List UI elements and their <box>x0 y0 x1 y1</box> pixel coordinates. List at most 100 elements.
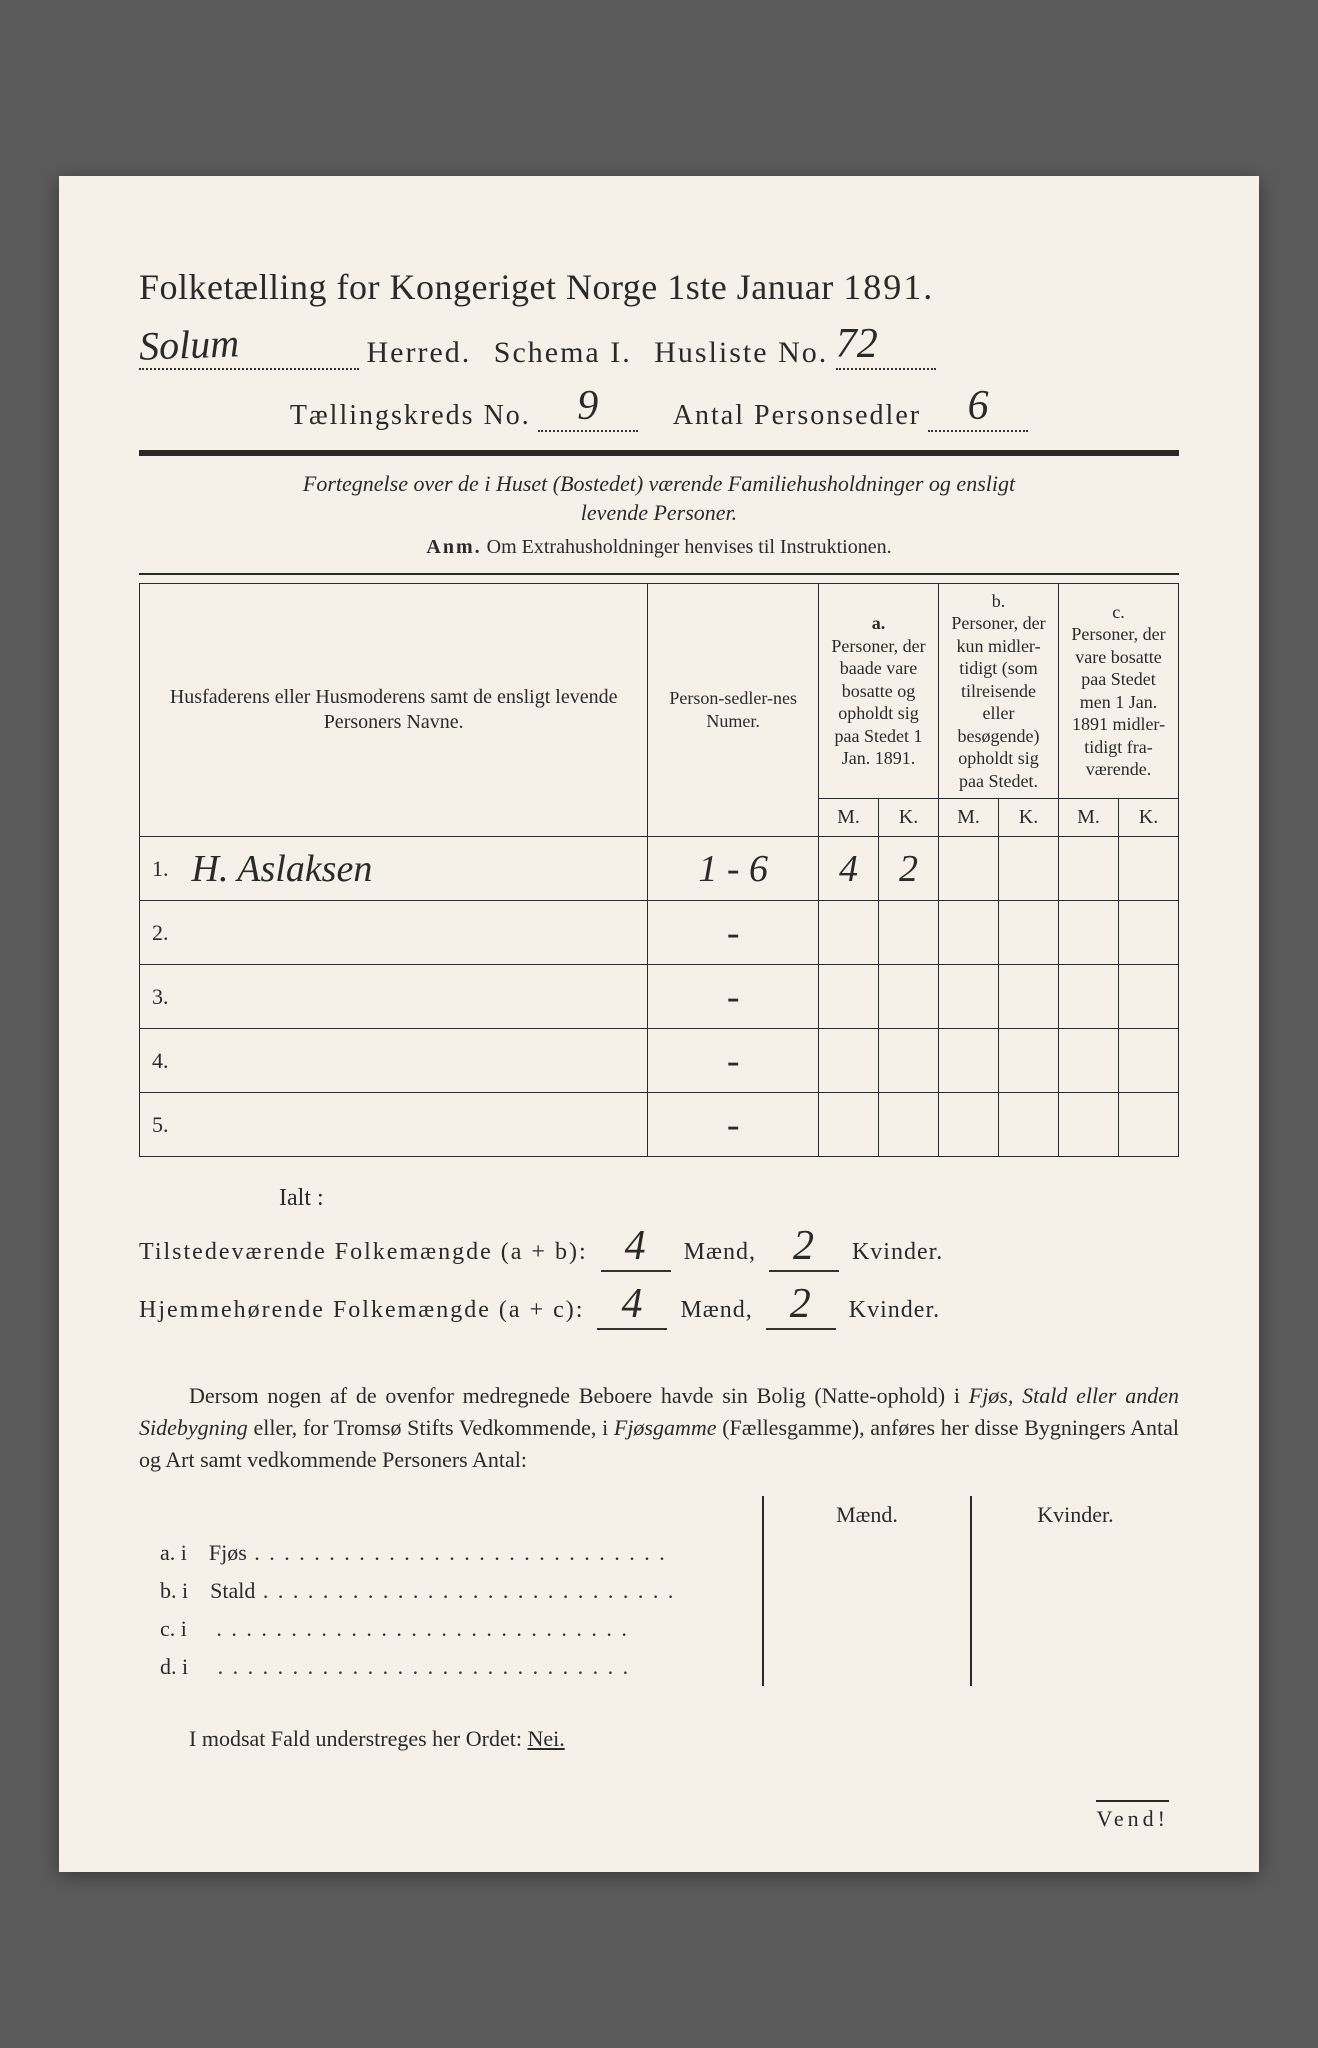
row-bK <box>999 965 1059 1029</box>
totals-kvinder-1: Kvinder. <box>852 1239 943 1265</box>
totals-row-2: Hjemmehørende Folkemængde (a + c): 4 Mæn… <box>139 1280 1179 1330</box>
table-row: 3.- <box>140 965 1179 1029</box>
row-numer: - <box>648 901 819 965</box>
row-cK <box>1119 1093 1179 1157</box>
building-table-body: a. i Fjøs . . . . . . . . . . . . . . . … <box>139 1534 1179 1686</box>
antal-field: 6 <box>928 382 1028 432</box>
row-name <box>184 1029 648 1093</box>
vend-label: Vend! <box>1096 1800 1169 1832</box>
bldg-row-label: d. i . . . . . . . . . . . . . . . . . .… <box>139 1648 763 1686</box>
herred-field: Solum <box>139 321 359 370</box>
schema-label: Schema I. <box>494 336 632 369</box>
para-it2: Fjøsgamme <box>614 1415 717 1440</box>
totals-r2k: 2 <box>766 1280 836 1330</box>
totals-maend-1: Mænd, <box>684 1239 756 1265</box>
bldg-row-label: a. i Fjøs . . . . . . . . . . . . . . . … <box>139 1534 763 1572</box>
totals-r1k: 2 <box>769 1222 839 1272</box>
col-a-k: K. <box>879 799 939 837</box>
row-cM <box>1059 1029 1119 1093</box>
bldg-row: a. i Fjøs . . . . . . . . . . . . . . . … <box>139 1534 1179 1572</box>
row-bK <box>999 1093 1059 1157</box>
census-form-page: Folketælling for Kongeriget Norge 1ste J… <box>59 176 1259 1871</box>
bldg-row-m <box>763 1648 971 1686</box>
row-aK <box>879 901 939 965</box>
row-bM <box>939 837 999 901</box>
row-num: 1. <box>140 837 184 901</box>
building-paragraph: Dersom nogen af de ovenfor medregnede Be… <box>139 1380 1179 1476</box>
intro-description: Fortegnelse over de i Huset (Bostedet) v… <box>139 470 1179 527</box>
totals-r2m: 4 <box>597 1280 667 1330</box>
husliste-label: Husliste No. <box>654 336 828 369</box>
row-num: 4. <box>140 1029 184 1093</box>
title-prefix: Folketælling for Kongeriget Norge 1ste J… <box>139 267 834 307</box>
header-line-3: Tællingskreds No. 9 Antal Personsedler 6 <box>139 382 1179 432</box>
col-b-label: b. <box>992 591 1006 611</box>
row-aM <box>819 901 879 965</box>
bldg-row-m <box>763 1572 971 1610</box>
col-a-label: a. <box>872 613 886 633</box>
totals-maend-2: Mænd, <box>680 1297 752 1323</box>
table-row: 5.- <box>140 1093 1179 1157</box>
row-num: 3. <box>140 965 184 1029</box>
row-name <box>184 901 648 965</box>
bldg-row: c. i . . . . . . . . . . . . . . . . . .… <box>139 1610 1179 1648</box>
header-line-2: Solum Herred. Schema I. Husliste No. 72 <box>139 320 1179 370</box>
bldg-row-k <box>971 1610 1179 1648</box>
bldg-row-k <box>971 1572 1179 1610</box>
row-bK <box>999 1029 1059 1093</box>
row-cK <box>1119 965 1179 1029</box>
bldg-row: d. i . . . . . . . . . . . . . . . . . .… <box>139 1648 1179 1686</box>
row-numer: - <box>648 1093 819 1157</box>
intro-line1: Fortegnelse over de i Huset (Bostedet) v… <box>303 471 1015 496</box>
col-a-header: a. Personer, der baade vare bosatte og o… <box>819 583 939 799</box>
para-t2: eller, for Tromsø Stifts Vedkommende, i <box>248 1415 614 1440</box>
row-bK <box>999 837 1059 901</box>
antal-value: 6 <box>968 382 989 430</box>
col-numer-header: Person-sedler-nes Numer. <box>648 583 819 837</box>
bldg-row-m <box>763 1534 971 1572</box>
col-b-m: M. <box>939 799 999 837</box>
col-name-header: Husfaderens eller Husmoderens samt de en… <box>140 583 648 837</box>
row-aK <box>879 1093 939 1157</box>
husliste-value: 72 <box>836 320 878 368</box>
census-table-head: Husfaderens eller Husmoderens samt de en… <box>140 583 1179 837</box>
row-cM <box>1059 837 1119 901</box>
table-row: 4. - <box>140 1029 1179 1093</box>
row-num: 2. <box>140 901 184 965</box>
row-cK <box>1119 837 1179 901</box>
kreds-field: 9 <box>538 382 638 432</box>
row-name <box>184 965 648 1029</box>
row-numer: - <box>648 1029 819 1093</box>
row-aM <box>819 1093 879 1157</box>
row-aM <box>819 1029 879 1093</box>
row-bK <box>999 901 1059 965</box>
row-cM <box>1059 901 1119 965</box>
col-c-text: Personer, der vare bosatte paa Stedet me… <box>1071 624 1165 779</box>
bldg-row-label: b. i Stald . . . . . . . . . . . . . . .… <box>139 1572 763 1610</box>
anm-bold: Anm. <box>426 536 481 558</box>
col-a-text: Personer, der baade vare bosatte og opho… <box>831 636 925 769</box>
row-cK <box>1119 1029 1179 1093</box>
bldg-row-m <box>763 1610 971 1648</box>
totals-r1m: 4 <box>601 1222 671 1272</box>
totals-row2-label: Hjemmehørende Folkemængde (a + c): <box>139 1297 584 1323</box>
building-table: Mænd. Kvinder. a. i Fjøs . . . . . . . .… <box>139 1496 1179 1686</box>
herred-label: Herred. <box>367 336 472 369</box>
bldg-row-label: c. i . . . . . . . . . . . . . . . . . .… <box>139 1610 763 1648</box>
row-bM <box>939 965 999 1029</box>
row-bM <box>939 1093 999 1157</box>
row-cM <box>1059 965 1119 1029</box>
row-aK <box>879 1029 939 1093</box>
census-table-body: 1.H. Aslaksen1 - 6422.-3.-4.-5.- <box>140 837 1179 1157</box>
anm-text: Om Extrahusholdninger henvises til Instr… <box>487 536 892 558</box>
col-numer-text: Person-sedler-nes Numer. <box>669 688 797 731</box>
intro-line2: levende Personer. <box>581 500 737 525</box>
row-numer: 1 - 6 <box>648 837 819 901</box>
nei-text: I modsat Fald understreges her Ordet: <box>189 1726 527 1751</box>
totals-row1-label: Tilstedeværende Folkemængde (a + b): <box>139 1239 588 1265</box>
col-a-m: M. <box>819 799 879 837</box>
row-bM <box>939 901 999 965</box>
kreds-label: Tællingskreds No. <box>290 400 531 431</box>
bldg-row: b. i Stald . . . . . . . . . . . . . . .… <box>139 1572 1179 1610</box>
col-b-k: K. <box>999 799 1059 837</box>
